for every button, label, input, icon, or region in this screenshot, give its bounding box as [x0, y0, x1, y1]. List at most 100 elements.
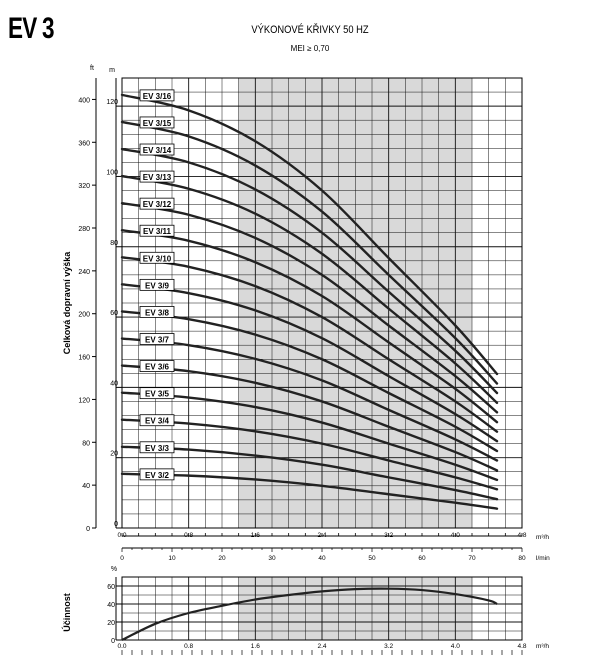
head-curve----3-5	[120, 391, 499, 482]
series-label: EV 3/12	[143, 200, 172, 209]
series-label: EV 3/15	[143, 119, 172, 128]
eff-x-tick-label: 0.0	[117, 643, 126, 650]
head-curve----3-10	[120, 256, 499, 433]
m-tick-label: 0	[114, 521, 118, 528]
ft-tick-label: 360	[78, 140, 90, 147]
eff-tick-label: 0	[111, 638, 115, 645]
series-label-box	[139, 89, 175, 102]
series-label: EV 3/2	[145, 471, 170, 480]
m-tick-label: 100	[106, 169, 118, 176]
eff-x-tick-label: 0.8	[184, 643, 193, 650]
m-tick-label: 80	[110, 240, 118, 247]
ft-tick-label: 240	[78, 269, 90, 276]
head-curve----3-13	[120, 174, 499, 405]
series-label-box	[139, 197, 175, 210]
x2-tick-label: 80	[518, 555, 526, 562]
head-curve----3-6	[120, 364, 499, 472]
x2-tick-label: 60	[418, 555, 426, 562]
eff-x-tick-label: 3.2	[384, 643, 393, 650]
ft-tick-label: 120	[78, 397, 90, 404]
x-tick-label: 0.0	[117, 532, 126, 539]
series-label-box	[139, 360, 175, 372]
x2-unit-label: l/min	[536, 555, 550, 562]
series-label: EV 3/16	[143, 92, 172, 101]
ft-tick-label: 160	[78, 355, 90, 362]
head-curve----3-15	[120, 120, 499, 385]
series-label: EV 3/11	[143, 227, 172, 236]
series-label: EV 3/4	[145, 417, 170, 426]
series-label-box	[139, 251, 175, 264]
head-curve----3-4	[120, 418, 499, 491]
series-label-box	[139, 278, 175, 291]
series-label-box	[139, 116, 175, 129]
ft-tick-label: 0	[86, 526, 90, 533]
m-tick-label: 20	[110, 451, 118, 458]
m-tick-label: 40	[110, 380, 118, 387]
ft-tick-label: 40	[82, 483, 90, 490]
series-label-box	[139, 143, 175, 156]
x2-tick-label: 10	[168, 555, 176, 562]
eff-tick-label: 20	[107, 620, 115, 627]
eff-plot-frame	[121, 576, 523, 641]
ft-tick-label: 320	[78, 183, 90, 190]
series-label-box	[139, 387, 175, 400]
series-label: EV 3/8	[145, 308, 170, 317]
m-unit-label: m	[109, 67, 115, 74]
m-tick-label: 60	[110, 310, 118, 317]
series-label-box	[139, 306, 175, 318]
chart-title: VÝKONOVÉ KŘIVKY 50 HZ	[251, 24, 369, 36]
x-tick-label: 4.8	[517, 532, 526, 539]
x-tick-label: 4.0	[451, 532, 460, 539]
head-curve----3-14	[120, 147, 499, 395]
ft-tick-label: 400	[78, 97, 90, 104]
series-label-box	[139, 170, 175, 183]
ft-tick-label: 200	[78, 312, 90, 319]
series-label: EV 3/14	[143, 146, 172, 155]
eff-x-tick-label: 2.4	[317, 643, 326, 650]
eff-unit-label: %	[111, 566, 117, 573]
series-label: EV 3/9	[145, 281, 170, 290]
head-curve----3-3	[120, 445, 499, 501]
head-curve----3-9	[120, 283, 499, 443]
eff-x-tick-label: 4.0	[451, 643, 460, 650]
m-tick-label: 120	[106, 99, 118, 106]
head-curve----3-8	[120, 310, 499, 453]
series-label: EV 3/3	[145, 444, 170, 453]
x2-tick-label: 20	[218, 555, 226, 562]
series-label: EV 3/5	[145, 390, 170, 399]
eff-tick-label: 40	[107, 602, 115, 609]
eff-tick-label: 60	[107, 584, 115, 591]
series-label: EV 3/13	[143, 173, 172, 182]
x2-tick-label: 0	[120, 555, 124, 562]
x-tick-label: 2.4	[317, 532, 326, 539]
x2-tick-label: 30	[268, 555, 276, 562]
head-curve----3-16	[120, 93, 499, 376]
series-label: EV 3/7	[145, 336, 170, 345]
head-curve----3-2	[120, 472, 499, 510]
series-label: EV 3/6	[145, 363, 170, 372]
efficiency-curve	[121, 587, 498, 641]
ft-unit-label: ft	[90, 65, 94, 72]
series-label-box	[139, 468, 175, 481]
eff-x-tick-label: 1.6	[251, 643, 260, 650]
series-label-box	[139, 441, 175, 454]
eff-x-tick-label: 4.8	[517, 643, 526, 650]
x2-tick-label: 50	[368, 555, 376, 562]
series-label: EV 3/10	[143, 254, 172, 263]
series-label-box	[139, 333, 175, 345]
eff-y-axis-title: Účinnost	[61, 593, 72, 632]
head-curve----3-12	[120, 201, 499, 414]
y-axis-title: Celková dopravní výška	[62, 251, 72, 355]
eff-x-unit-label: m³/h	[536, 643, 549, 650]
ft-tick-label: 280	[78, 226, 90, 233]
head-curve----3-11	[120, 229, 499, 424]
x-tick-label: 0.8	[184, 532, 193, 539]
plot-frame	[121, 77, 523, 529]
x-tick-label: 3.2	[384, 532, 393, 539]
x-unit-label: m³/h	[536, 534, 549, 541]
head-curve----3-7	[120, 337, 499, 462]
ft-tick-label: 80	[82, 440, 90, 447]
series-label-box	[139, 414, 175, 427]
